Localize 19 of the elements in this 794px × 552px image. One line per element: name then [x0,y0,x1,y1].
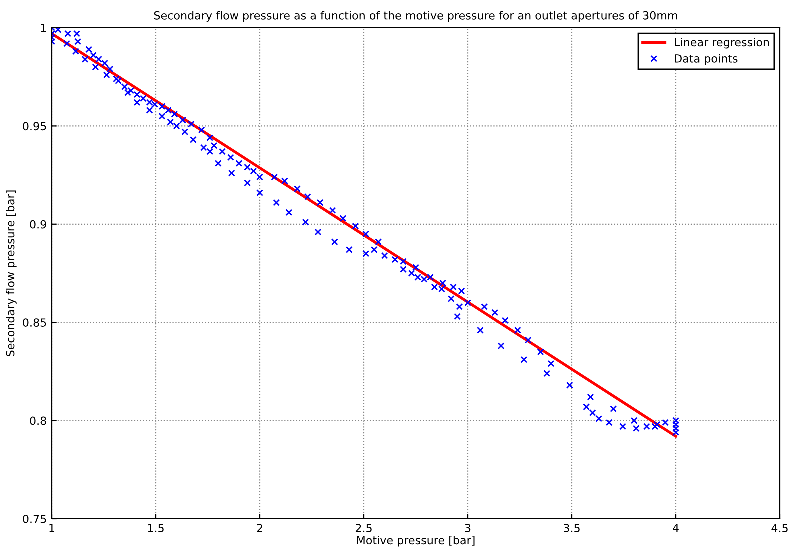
x-tick-label: 1 [50,524,55,532]
x-tick-label: 3 [465,524,471,532]
x-axis-title: Motive pressure [bar] [357,536,475,547]
y-tick-label: 1 [41,24,46,32]
legend-label: Linear regression [675,38,770,49]
y-tick-label: 0.85 [23,318,46,327]
legend-label: Data points [675,54,738,66]
chart-title: Secondary flow pressure as a function of the motive pressure for an outlet apertures of 30mm [154,11,678,22]
x-tick-label: 3.5 [564,524,580,532]
y-tick-label: 0.9 [30,220,46,229]
x-tick-label: 4.5 [772,524,788,532]
x-tick-label: 2 [257,524,262,532]
x-tick-label: 4 [673,524,679,532]
x-tick-label: 1.5 [148,524,164,532]
y-tick-label: 0.95 [23,122,46,131]
y-tick-label: 0.8 [30,416,46,426]
y-tick-label: 0.75 [23,514,46,524]
y-axis-title: Secondary flow pressure [bar] [6,190,17,356]
x-tick-label: 2.5 [356,524,372,532]
